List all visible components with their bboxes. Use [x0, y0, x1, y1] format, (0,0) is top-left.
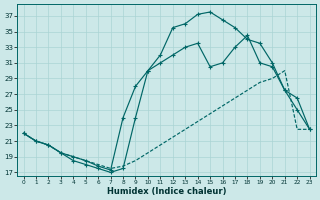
X-axis label: Humidex (Indice chaleur): Humidex (Indice chaleur): [107, 187, 226, 196]
